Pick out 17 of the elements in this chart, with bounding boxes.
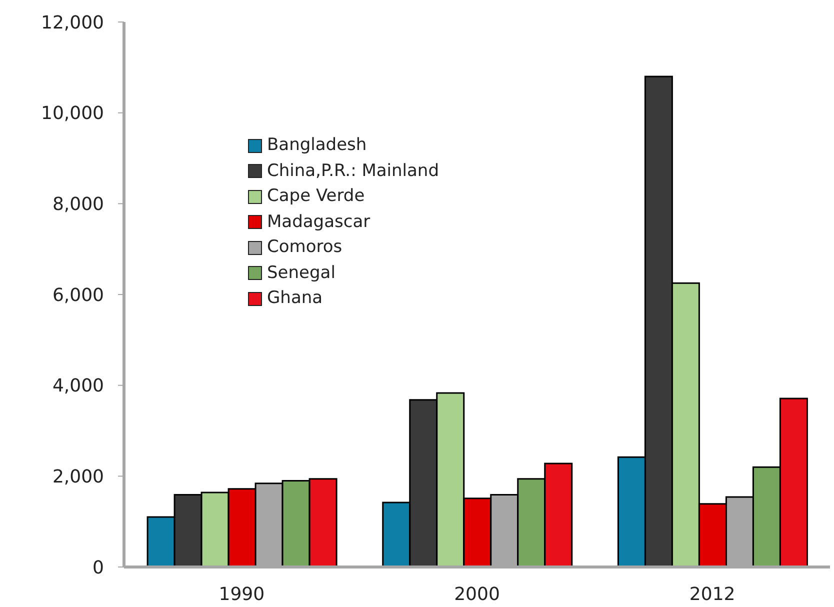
legend-label: Ghana [267, 287, 323, 310]
y-tick-label: 12,000 [41, 12, 104, 34]
y-tick-label: 0 [92, 557, 104, 578]
legend-label: Madagascar [267, 210, 370, 234]
legend-label: Comoros [267, 236, 342, 259]
x-tick-label: 2012 [689, 584, 736, 605]
legend-label: China,P.R.: Mainland [267, 160, 440, 182]
y-tick-label: 4,000 [52, 376, 104, 397]
legend-label: Bangladesh [267, 134, 367, 157]
x-tick-label: 2000 [454, 584, 500, 605]
y-tick-label: 6,000 [52, 284, 104, 306]
legend-label: Senegal [267, 262, 336, 284]
x-tick-label: 1990 [218, 584, 265, 605]
y-tick-label: 8,000 [52, 194, 104, 216]
legend-label: Cape Verde [267, 185, 365, 208]
y-tick-label: 10,000 [41, 103, 104, 124]
y-tick-label: 2,000 [52, 466, 104, 488]
